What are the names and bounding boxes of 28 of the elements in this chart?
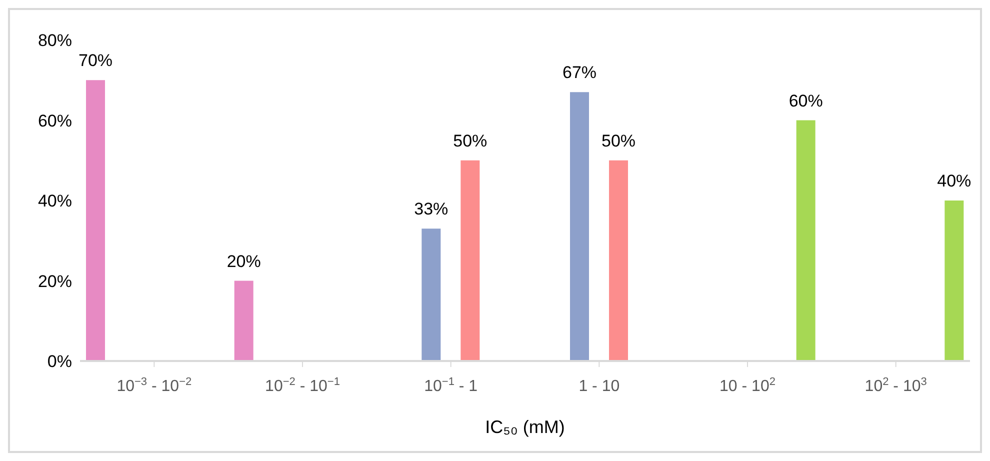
data-label: 67%: [562, 63, 597, 82]
data-label: 60%: [788, 91, 823, 110]
bar: [570, 92, 589, 361]
bar: [234, 280, 254, 361]
data-label: 50%: [453, 131, 488, 150]
x-axis-title: IC₅₀ (mM): [485, 417, 565, 437]
y-tick-label: 0%: [47, 352, 72, 372]
x-tick-label: 10 - 10$^{2}$: [720, 376, 776, 395]
x-tick-label: 10$^{−2}$ - 10$^{−1}$: [265, 376, 340, 395]
bar: [460, 160, 480, 361]
y-tick-label: 60%: [38, 111, 72, 130]
bar: [796, 120, 816, 361]
data-label: 40%: [937, 172, 972, 190]
data-label: 50%: [601, 131, 636, 150]
bar: [944, 200, 964, 361]
x-tick-label: 1 - 10: [578, 378, 620, 395]
y-tick-label: 20%: [38, 272, 72, 291]
data-label: 20%: [226, 252, 261, 271]
bar: [609, 160, 628, 361]
y-tick-label: 80%: [38, 31, 72, 50]
data-label: 33%: [414, 200, 448, 219]
y-tick-label: 40%: [38, 192, 72, 211]
data-label: 70%: [78, 51, 113, 70]
bar: [422, 228, 441, 361]
x-tick-label: 10$^{−3}$ - 10$^{−2}$: [116, 376, 192, 395]
x-tick-label: 10$^{−1}$ - 1: [424, 376, 478, 395]
bar: [86, 80, 105, 361]
x-tick-label: 10$^{2}$ - 10$^{3}$: [864, 376, 927, 395]
